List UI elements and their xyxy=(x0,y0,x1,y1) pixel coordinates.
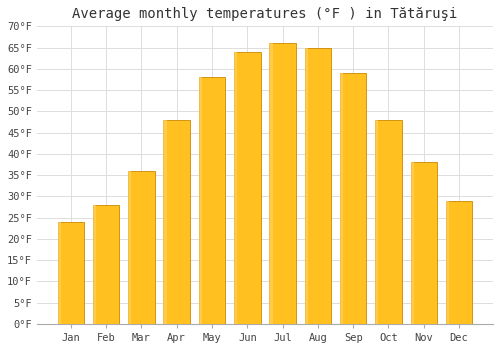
Bar xyxy=(375,120,378,324)
Bar xyxy=(234,52,237,324)
Bar xyxy=(410,162,414,324)
Bar xyxy=(198,77,202,324)
Bar xyxy=(270,43,296,324)
Bar xyxy=(410,162,437,324)
Bar xyxy=(93,205,96,324)
Title: Average monthly temperatures (°F ) in Tătăruşi: Average monthly temperatures (°F ) in Tă… xyxy=(72,7,458,21)
Bar xyxy=(164,120,166,324)
Bar xyxy=(164,120,190,324)
Bar xyxy=(234,52,260,324)
Bar xyxy=(304,48,308,324)
Bar xyxy=(58,222,84,324)
Bar xyxy=(128,171,154,324)
Bar xyxy=(198,77,225,324)
Bar xyxy=(304,48,331,324)
Bar xyxy=(128,171,132,324)
Bar xyxy=(446,201,449,324)
Bar xyxy=(58,222,60,324)
Bar xyxy=(93,205,120,324)
Bar xyxy=(270,43,272,324)
Bar xyxy=(446,201,472,324)
Bar xyxy=(340,73,343,324)
Bar xyxy=(375,120,402,324)
Bar xyxy=(340,73,366,324)
